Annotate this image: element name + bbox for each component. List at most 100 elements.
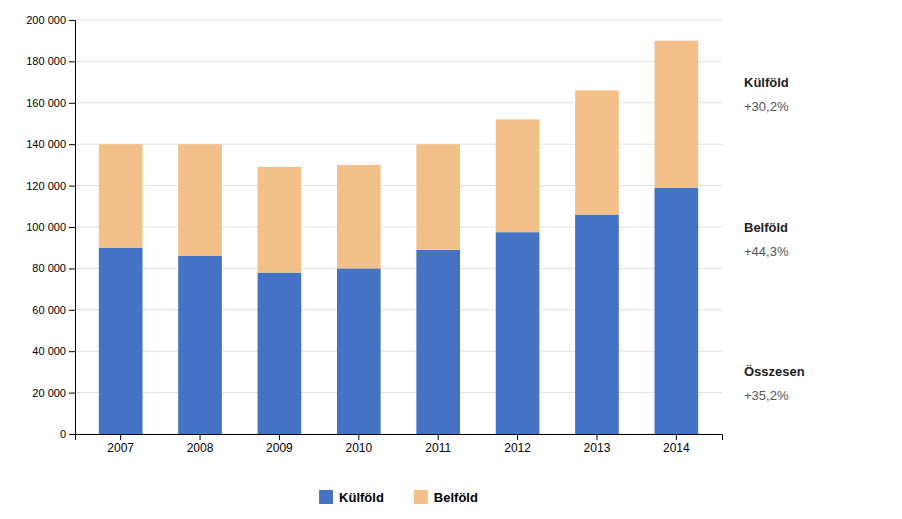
y-tick-mark: [69, 434, 75, 435]
y-tick: 80 000: [32, 262, 75, 274]
y-tick: 140 000: [26, 138, 75, 150]
x-tick-mark: [676, 434, 677, 440]
y-tick-label: 180 000: [26, 55, 66, 67]
grid-line: [75, 392, 722, 393]
x-tick-label: 2008: [187, 441, 214, 455]
grid-line: [75, 61, 722, 62]
annotation-subtext: +35,2%: [744, 388, 789, 403]
x-tick-mark: [596, 434, 597, 440]
bar: [258, 273, 302, 434]
y-tick-mark: [69, 351, 75, 352]
x-tick: 2007: [107, 434, 134, 455]
plot-area: 0 20 000 40 000 60 000 80 000 100 000 120 000 1…: [26, 14, 722, 455]
x-tick-label: 2012: [504, 441, 531, 455]
grid-line: [75, 144, 722, 145]
y-tick-mark: [69, 20, 75, 21]
y-tick-label: 160 000: [26, 97, 66, 109]
bar: [337, 268, 381, 434]
bar: [655, 188, 699, 434]
y-tick-label: 0: [60, 428, 66, 440]
bar: [575, 90, 619, 214]
bar: [99, 144, 143, 248]
x-tick: 2014: [663, 434, 690, 455]
bar: [575, 215, 619, 434]
y-tick-label: 40 000: [32, 345, 66, 357]
y-tick-mark: [69, 310, 75, 311]
y-tick-mark: [69, 144, 75, 145]
x-tick-mark: [279, 434, 280, 440]
y-tick-mark: [69, 268, 75, 269]
bar: [416, 250, 460, 434]
grid-line: [75, 351, 722, 352]
y-tick-label: 80 000: [32, 262, 66, 274]
y-axis-line: [69, 21, 76, 435]
y-tick: 160 000: [26, 97, 75, 109]
annotation-subtext: +30,2%: [744, 99, 789, 114]
annotation: Külföld: [744, 75, 789, 90]
legend-swatch: [414, 490, 428, 504]
x-tick-label: 2013: [584, 441, 611, 455]
y-tick-label: 100 000: [26, 221, 66, 233]
bar: [416, 144, 460, 250]
grid-line: [75, 227, 722, 228]
y-tick-label: 20 000: [32, 387, 66, 399]
bar: [496, 232, 540, 434]
y-tick-mark: [69, 227, 75, 228]
x-axis: 2007 2008 2009 2010 2011 2012 2013 2014: [76, 434, 723, 455]
grid-line: [75, 309, 722, 310]
chart-svg: 0 20 000 40 000 60 000 80 000 100 000 120 000 1…: [0, 0, 902, 519]
bar: [178, 144, 222, 256]
bars: [99, 41, 698, 434]
y-tick-label: 120 000: [26, 180, 66, 192]
bar: [496, 119, 540, 232]
y-tick: 100 000: [26, 221, 75, 233]
x-tick-mark: [438, 434, 439, 440]
x-tick: 2013: [584, 434, 611, 455]
y-tick: 120 000: [26, 180, 75, 192]
legend-label: Belföld: [434, 490, 478, 505]
y-tick: 60 000: [32, 304, 75, 316]
bar-series: [99, 41, 698, 273]
bar: [258, 167, 302, 273]
annotations: Külföld +30,2% Belföld +44,3% Összesen +35,2%: [744, 75, 805, 404]
x-tick-mark: [120, 434, 121, 440]
bar: [655, 41, 699, 188]
grid-line: [75, 20, 722, 21]
chart-container: 0 20 000 40 000 60 000 80 000 100 000 120 000 1…: [0, 0, 902, 519]
bar: [99, 248, 143, 434]
annotation: Belföld: [744, 220, 788, 235]
y-axis: 0 20 000 40 000 60 000 80 000 100 000 120 000 1…: [26, 14, 75, 440]
x-tick-label: 2009: [266, 441, 293, 455]
x-tick: 2010: [345, 434, 372, 455]
x-tick-label: 2011: [425, 441, 451, 455]
bar: [178, 256, 222, 434]
y-tick-label: 140 000: [26, 138, 66, 150]
y-tick-mark: [69, 186, 75, 187]
y-tick-mark: [69, 103, 75, 104]
x-tick: 2012: [504, 434, 531, 455]
y-tick: 180 000: [26, 55, 75, 67]
x-tick-label: 2014: [663, 441, 690, 455]
legend-item: Belföld: [414, 490, 478, 505]
x-tick-label: 2007: [107, 441, 134, 455]
x-tick-label: 2010: [345, 441, 372, 455]
legend-item: Külföld: [319, 490, 384, 505]
x-tick-mark: [517, 434, 518, 440]
y-tick-mark: [69, 61, 75, 62]
y-tick: 0: [60, 428, 75, 440]
grid-line: [75, 102, 722, 103]
x-axis-line: [76, 435, 723, 441]
x-tick-mark: [200, 434, 201, 440]
grid-line: [75, 185, 722, 186]
legend: Külföld Belföld: [319, 490, 478, 505]
x-tick: 2011: [425, 434, 451, 455]
annotation-subtext: +44,3%: [744, 244, 789, 259]
annotation: Összesen: [744, 364, 805, 379]
y-tick-label: 200 000: [26, 14, 66, 26]
legend-label: Külföld: [339, 490, 384, 505]
y-tick-mark: [69, 393, 75, 394]
x-tick: 2009: [266, 434, 293, 455]
bar: [337, 165, 381, 269]
y-tick: 200 000: [26, 14, 75, 26]
y-tick: 40 000: [32, 345, 75, 357]
